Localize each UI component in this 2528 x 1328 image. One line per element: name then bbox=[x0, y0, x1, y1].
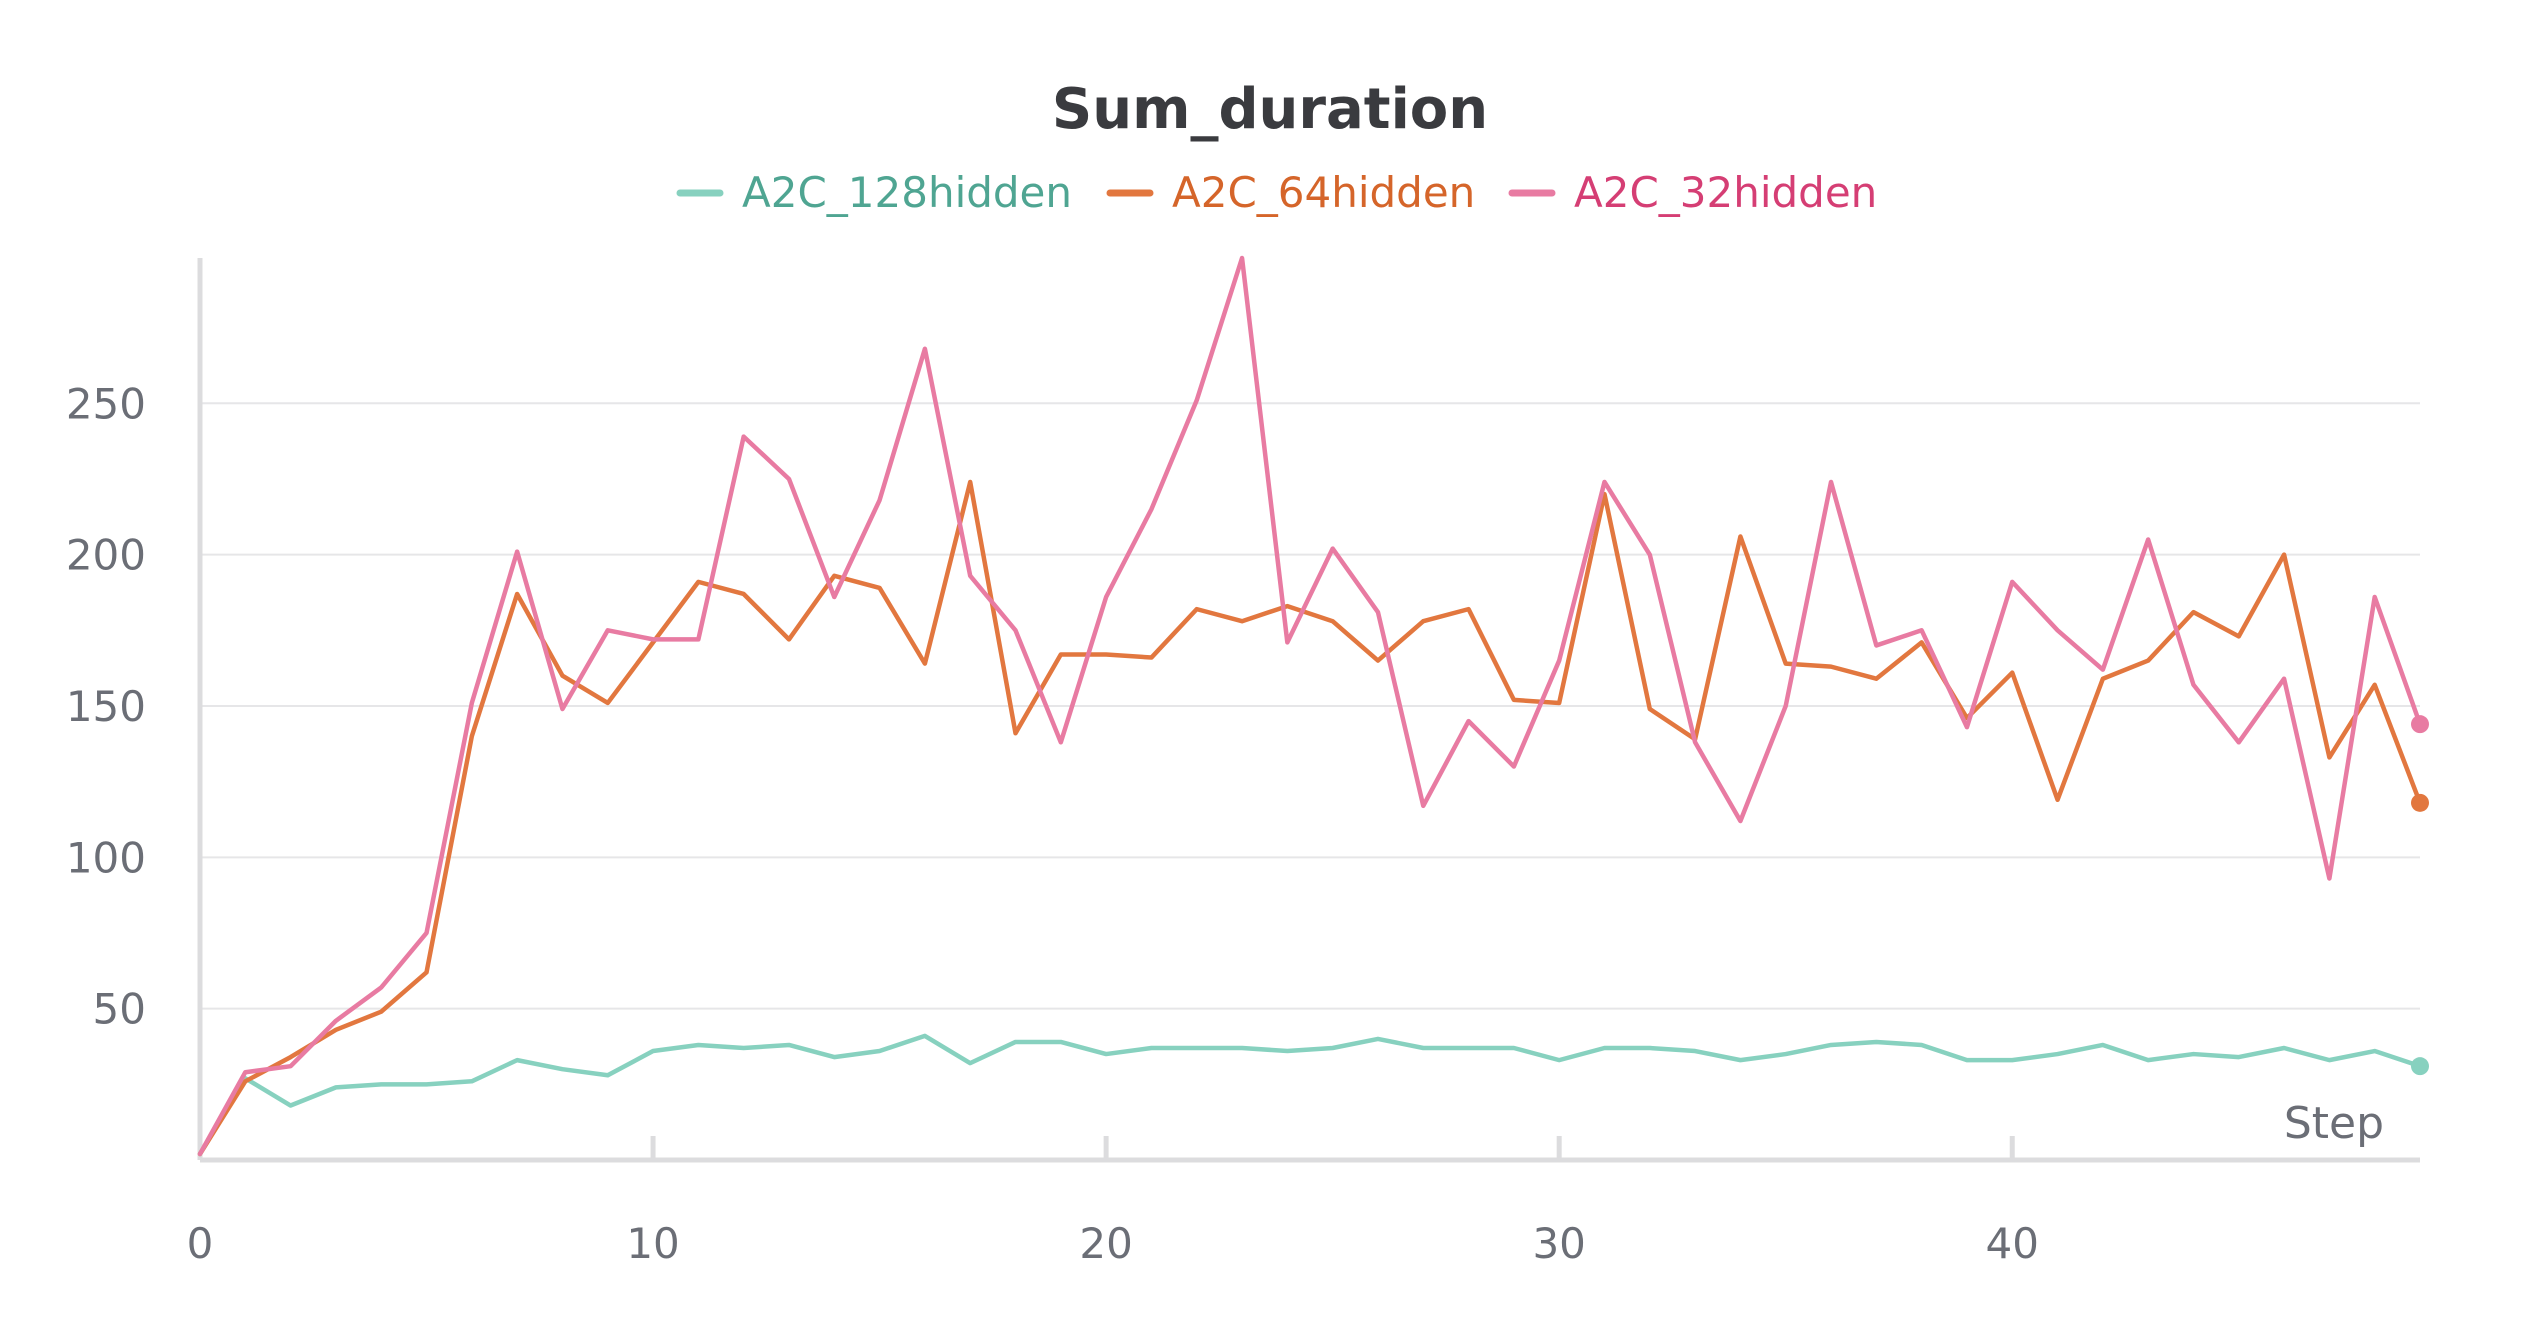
y-tick-label: 250 bbox=[66, 379, 146, 428]
legend-label: A2C_128hidden bbox=[742, 168, 1072, 217]
legend-item: A2C_64hidden bbox=[1106, 168, 1475, 217]
series-line-A2C_64hidden bbox=[197, 479, 2423, 1157]
series-end-marker-A2C_64hidden bbox=[2411, 793, 2429, 812]
series-line-A2C_32hidden bbox=[197, 255, 2423, 1157]
x-tick-label: 10 bbox=[626, 1219, 679, 1268]
y-tick-label: 50 bbox=[93, 985, 146, 1034]
legend-item: A2C_128hidden bbox=[676, 168, 1072, 217]
legend: A2C_128hidden A2C_64hidden A2C_32hidden bbox=[676, 168, 1877, 217]
series-group bbox=[197, 255, 2429, 1157]
legend-item: A2C_32hidden bbox=[1508, 168, 1877, 217]
x-axis-label: Step bbox=[2284, 1098, 2384, 1149]
x-tick-label: 0 bbox=[187, 1219, 214, 1268]
x-tick-label: 30 bbox=[1532, 1219, 1585, 1268]
x-tick-label: 40 bbox=[1986, 1219, 2039, 1268]
legend-label: A2C_64hidden bbox=[1172, 168, 1475, 217]
gridlines bbox=[200, 402, 2420, 1010]
x-tick-label: 20 bbox=[1079, 1219, 1132, 1268]
legend-label: A2C_32hidden bbox=[1574, 168, 1877, 217]
y-tick-label: 150 bbox=[66, 682, 146, 731]
y-axis-ticks: 50 100 150 200 250 bbox=[66, 379, 146, 1033]
axes bbox=[197, 258, 2420, 1163]
y-tick-label: 200 bbox=[66, 531, 146, 580]
chart-title: Sum_duration bbox=[1052, 77, 1488, 142]
series-end-marker-A2C_32hidden bbox=[2411, 715, 2429, 734]
series-line-A2C_128hidden bbox=[197, 1033, 2423, 1157]
series-end-marker-A2C_128hidden bbox=[2411, 1057, 2429, 1076]
y-tick-label: 100 bbox=[66, 833, 146, 882]
x-axis-ticks: 0 10 20 30 40 bbox=[187, 1136, 2039, 1268]
